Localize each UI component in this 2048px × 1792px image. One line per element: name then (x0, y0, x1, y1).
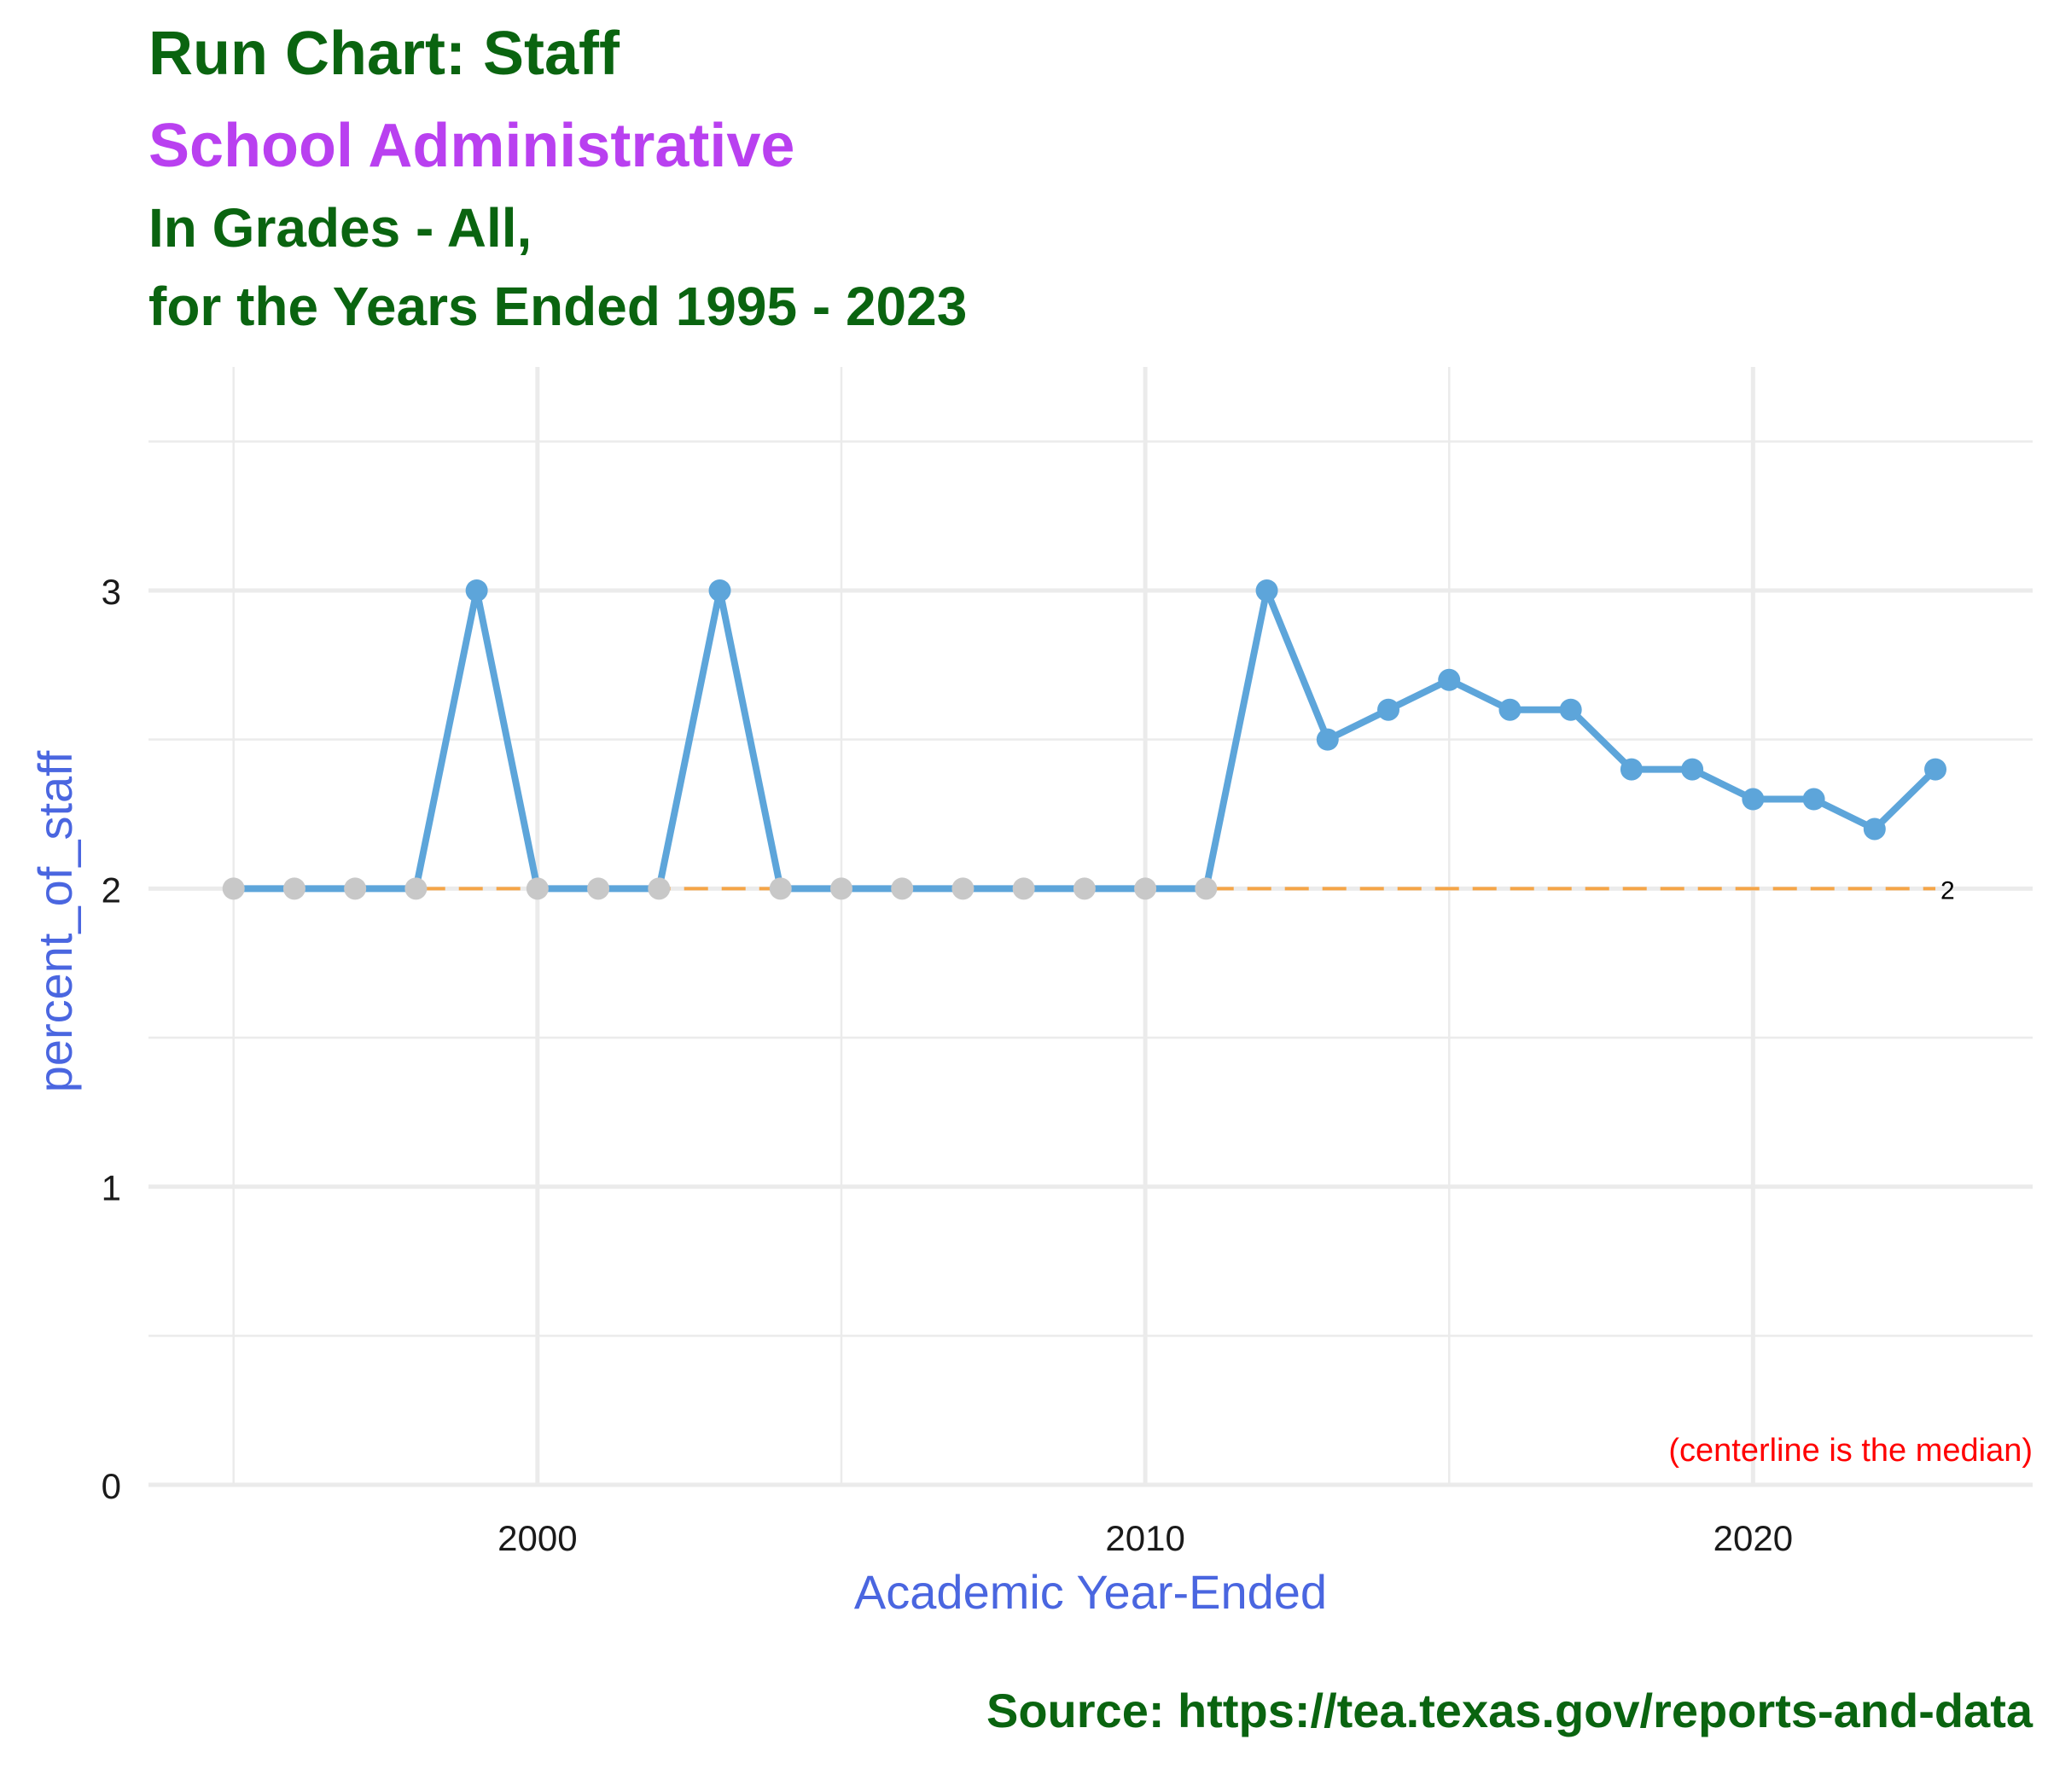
data-point (829, 877, 852, 900)
data-point (1073, 877, 1096, 900)
x-tick-label: 2000 (497, 1518, 577, 1558)
data-point (1863, 817, 1886, 841)
x-tick-label: 2020 (1713, 1518, 1793, 1558)
y-tick-label: 1 (102, 1168, 121, 1208)
data-point (1802, 788, 1825, 811)
data-point (404, 877, 428, 900)
y-tick-label: 3 (102, 572, 121, 612)
data-point (951, 877, 975, 900)
data-point (648, 877, 671, 900)
data-points (222, 579, 1947, 900)
data-point (282, 877, 305, 900)
data-point (1255, 579, 1278, 602)
chart-subtitle: School Administrative (148, 112, 795, 180)
y-tick-label: 2 (102, 870, 121, 910)
grid-lines (148, 367, 2033, 1487)
chart-title: Run Chart: Staff (148, 20, 620, 88)
y-axis-title: percent_of_staff (28, 750, 82, 1092)
data-point (1377, 698, 1400, 721)
x-tick-label: 2010 (1105, 1518, 1184, 1558)
data-point (1012, 877, 1035, 900)
data-point (1681, 758, 1704, 781)
data-point (1316, 728, 1339, 751)
data-point (526, 877, 549, 900)
data-point (769, 877, 792, 900)
centerline-annotation: (centerline is the median) (1668, 1433, 2033, 1469)
data-point (1195, 877, 1218, 900)
data-point (1742, 788, 1765, 811)
chart-subtitle-line-1: In Grades - All, (148, 197, 532, 259)
data-point (708, 579, 731, 602)
chart-subtitle-line-2: for the Years Ended 1995 - 2023 (148, 276, 968, 337)
data-point (1134, 877, 1157, 900)
median-label: 2 (1940, 876, 1955, 905)
data-point (1498, 698, 1521, 721)
data-point (1924, 758, 1947, 781)
y-tick-label: 0 (102, 1466, 121, 1506)
data-point (465, 579, 488, 602)
source-caption: Source: https://tea.texas.gov/reports-an… (986, 1684, 2033, 1737)
data-point (344, 877, 367, 900)
x-axis-title: Academic Year-Ended (854, 1565, 1327, 1619)
data-point (891, 877, 914, 900)
data-point (222, 877, 245, 900)
data-point (587, 877, 610, 900)
data-point (1620, 758, 1643, 781)
data-point (1559, 698, 1582, 721)
data-point (1438, 668, 1461, 691)
axis-tick-labels: 0 1 2 3 2000 2010 2020 (102, 572, 1793, 1558)
